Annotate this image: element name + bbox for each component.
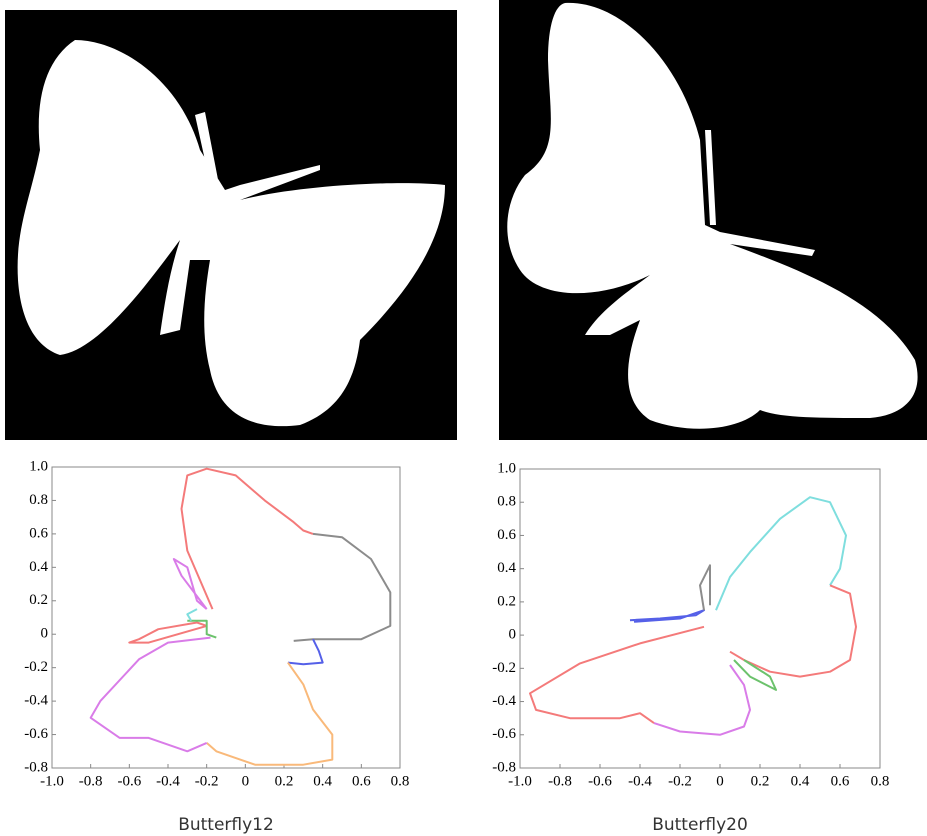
y-tick-label: -0.2 <box>24 659 48 675</box>
y-tick-label: 0.8 <box>29 492 48 508</box>
y-tick-label: 1.0 <box>497 460 516 476</box>
x-tick-label: 0.2 <box>751 773 770 789</box>
x-tick-label: -1.0 <box>508 773 532 789</box>
y-tick-label: 0.2 <box>497 593 516 609</box>
x-tick-label: -0.8 <box>79 773 103 789</box>
mask-image-left <box>5 10 457 440</box>
y-tick-label: 1.0 <box>29 458 48 474</box>
x-tick-label: -1.0 <box>40 773 64 789</box>
x-tick-label: 0.6 <box>352 773 371 789</box>
x-tick-label: -0.8 <box>548 773 572 789</box>
y-tick-label: -0.8 <box>492 759 516 775</box>
y-tick-label: 0 <box>41 626 49 642</box>
figure: -1.0-0.8-0.6-0.4-0.200.20.40.60.8-0.8-0.… <box>0 0 927 836</box>
y-tick-label: -0.8 <box>24 759 48 775</box>
y-tick-label: -0.6 <box>492 726 516 742</box>
y-tick-label: 0.6 <box>497 527 516 543</box>
y-tick-label: 0 <box>509 627 517 643</box>
y-tick-label: -0.4 <box>492 693 516 709</box>
plot-frame <box>52 467 400 768</box>
y-tick-label: 0.2 <box>29 592 48 608</box>
x-tick-label: -0.4 <box>156 773 180 789</box>
caption: Butterfly20 <box>652 815 748 835</box>
x-tick-label: 0.8 <box>871 773 890 789</box>
x-tick-label: -0.6 <box>117 773 141 789</box>
x-tick-label: -0.2 <box>195 773 219 789</box>
x-tick-label: 0.4 <box>313 773 332 789</box>
plot-frame <box>520 469 880 768</box>
x-tick-label: 0.8 <box>391 773 410 789</box>
x-tick-label: -0.4 <box>628 773 652 789</box>
y-tick-label: 0.4 <box>29 559 48 575</box>
x-tick-label: 0 <box>716 773 724 789</box>
x-tick-label: 0.4 <box>791 773 810 789</box>
x-tick-label: 0 <box>242 773 250 789</box>
x-tick-label: 0.6 <box>831 773 850 789</box>
caption: Butterfly12 <box>178 815 274 835</box>
x-tick-label: 0.2 <box>275 773 294 789</box>
y-tick-label: -0.4 <box>24 693 48 709</box>
x-tick-label: -0.6 <box>588 773 612 789</box>
y-tick-label: 0.8 <box>497 494 516 510</box>
y-tick-label: 0.4 <box>497 560 516 576</box>
y-tick-label: 0.6 <box>29 525 48 541</box>
y-tick-label: -0.2 <box>492 660 516 676</box>
x-tick-label: -0.2 <box>668 773 692 789</box>
mask-image-right <box>499 0 927 440</box>
y-tick-label: -0.6 <box>24 726 48 742</box>
page: {"chart_data": [ {"type": "line", "title… <box>0 0 927 836</box>
